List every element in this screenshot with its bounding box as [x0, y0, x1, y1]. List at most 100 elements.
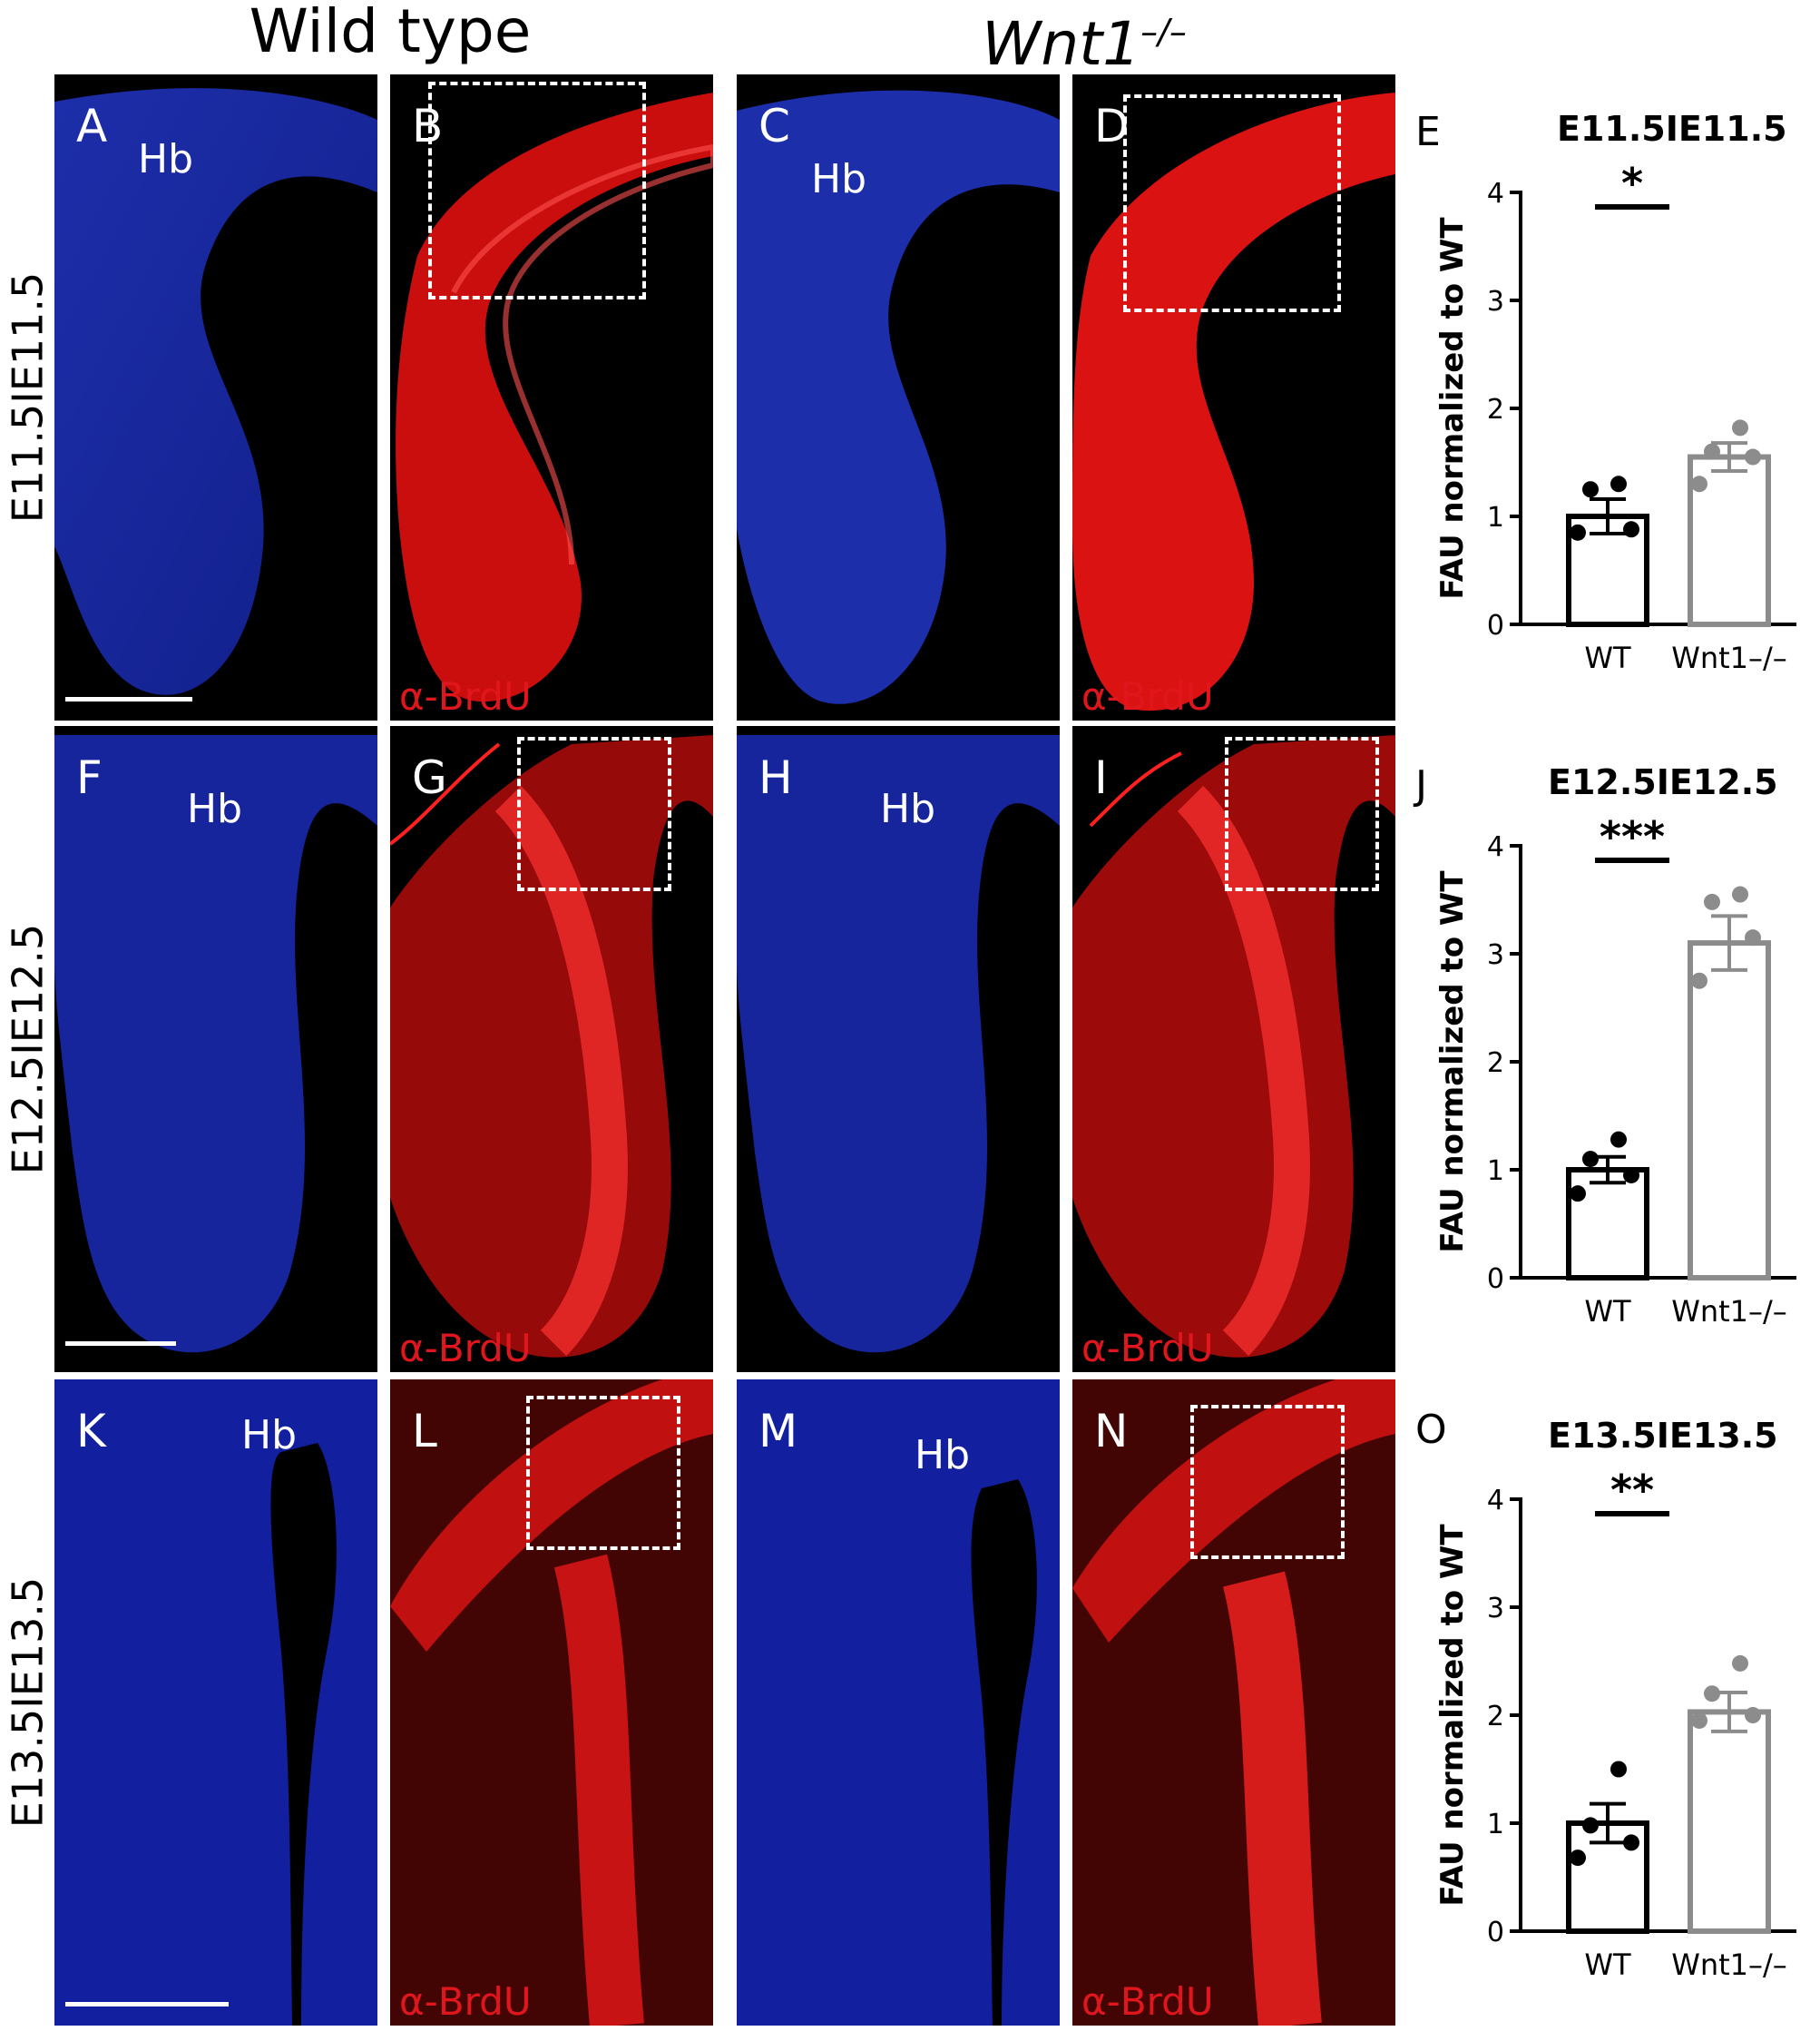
- chart-panel-letter: O: [1415, 1407, 1447, 1453]
- data-point: [1704, 443, 1720, 460]
- panel-letter: G: [412, 751, 447, 804]
- hb-label: Hb: [187, 786, 243, 832]
- data-point: [1582, 1817, 1599, 1834]
- data-point: [1570, 524, 1586, 541]
- data-point: [1691, 476, 1707, 493]
- data-point: [1623, 1166, 1639, 1183]
- tissue-image: [54, 1379, 377, 2026]
- row-label-e13: E13.5IE13.5: [3, 1576, 53, 1829]
- data-point: [1691, 972, 1707, 989]
- panel-letter: F: [76, 751, 103, 804]
- y-tick-label: 1: [1487, 1809, 1504, 1840]
- y-axis-label: FAU normalized to WT: [1434, 870, 1471, 1253]
- chart-j: J E12.5IE12.5 0 1 2 3 4 FAU normalized to WT W…: [1415, 753, 1820, 1352]
- hb-label: Hb: [880, 786, 936, 832]
- data-point: [1623, 1834, 1639, 1851]
- tissue-image: [1072, 93, 1395, 711]
- chart-plot: 0 1 2 3 4 FAU normalized to WT WT Wnt1–/– ***: [1434, 812, 1796, 1329]
- column-title-wild-type: Wild type: [249, 0, 532, 66]
- tissue-image: [54, 735, 377, 1353]
- y-axis-label: FAU normalized to WT: [1434, 1524, 1471, 1907]
- y-tick-label: 3: [1487, 286, 1504, 318]
- panel-letter: I: [1094, 751, 1108, 804]
- tissue-image: [737, 735, 1060, 1353]
- data-point: [1732, 419, 1748, 437]
- data-point: [1582, 1151, 1599, 1168]
- data-point: [1610, 1761, 1627, 1778]
- data-point: [1610, 1131, 1627, 1148]
- stain-label: α-BrdU: [399, 1326, 532, 1370]
- y-tick-label: 4: [1487, 178, 1504, 210]
- tissue-image: [54, 88, 377, 695]
- y-tick-label: 4: [1487, 1485, 1504, 1516]
- chart-title: E11.5IE11.5: [1557, 109, 1787, 149]
- chart-plot: 0 1 2 3 4 FAU normalized to WT WT Wnt1–/– **: [1434, 1466, 1796, 1982]
- data-point: [1745, 929, 1761, 947]
- stain-label: α-BrdU: [399, 1979, 532, 2024]
- inset-box: [1225, 737, 1379, 891]
- data-point: [1570, 1185, 1586, 1202]
- panel-n-brdu-ko-e13: N α-BrdU: [1072, 1379, 1395, 2026]
- data-point: [1704, 1685, 1720, 1702]
- y-tick-label: 3: [1487, 939, 1504, 971]
- hb-label: Hb: [915, 1432, 971, 1478]
- panel-letter: L: [412, 1405, 437, 1457]
- panel-letter: N: [1094, 1405, 1129, 1457]
- panel-f-dapi-wt-e12: F Hb: [54, 726, 377, 1372]
- tissue-image: [737, 1379, 1060, 2026]
- data-point: [1745, 1707, 1761, 1723]
- x-tick-label: WT: [1584, 1294, 1631, 1329]
- y-tick-label: 0: [1487, 610, 1504, 642]
- chart-panel-letter: E: [1415, 109, 1441, 155]
- panel-letter: A: [76, 100, 108, 152]
- x-tick-label: Wnt1–/–: [1671, 641, 1787, 675]
- inset-box: [1190, 1405, 1345, 1559]
- mutant-genotype: –/–: [1140, 12, 1187, 52]
- data-point: [1745, 448, 1761, 466]
- data-point: [1704, 893, 1720, 910]
- x-tick-label: WT: [1584, 641, 1631, 675]
- panel-b-brdu-wt-e11: B α-BrdU: [390, 74, 713, 721]
- tissue-image: [396, 93, 713, 702]
- x-tick-label: WT: [1584, 1948, 1631, 1982]
- bar-wnt1-ko: [1688, 940, 1771, 1280]
- stain-label: α-BrdU: [399, 674, 532, 719]
- hb-label: Hb: [138, 136, 194, 182]
- significance-stars: *: [1621, 159, 1643, 208]
- chart-plot: 0 1 2 3 4 FAU normalized to WT WT Wnt1–/– *: [1434, 159, 1796, 675]
- x-tick-label: Wnt1–/–: [1671, 1948, 1787, 1982]
- inset-box: [428, 82, 646, 299]
- data-point: [1582, 481, 1599, 498]
- data-point: [1610, 476, 1627, 493]
- panel-letter: M: [758, 1405, 798, 1457]
- column-title-wnt1-mutant: Wnt1–/–: [857, 0, 1311, 76]
- y-tick-label: 1: [1487, 502, 1504, 534]
- inset-box: [1123, 94, 1341, 312]
- row-label-e12: E12.5IE12.5: [3, 923, 53, 1175]
- y-axis-label: FAU normalized to WT: [1434, 217, 1471, 600]
- chart-o: O E13.5IE13.5 0 1 2 3 4 FAU normalized to WT W…: [1415, 1407, 1820, 2006]
- panel-l-brdu-wt-e13: L α-BrdU: [390, 1379, 713, 2026]
- scale-bar: [65, 1341, 176, 1346]
- stain-label: α-BrdU: [1081, 1326, 1214, 1370]
- inset-box: [517, 737, 671, 891]
- hb-label: Hb: [811, 156, 867, 202]
- scale-bar: [65, 2002, 229, 2006]
- y-tick-label: 2: [1487, 394, 1504, 426]
- data-point: [1623, 521, 1639, 538]
- significance-stars: ***: [1600, 812, 1665, 861]
- tissue-image: [390, 1379, 713, 2026]
- y-tick-label: 4: [1487, 831, 1504, 863]
- inset-box: [526, 1396, 680, 1550]
- x-tick-label: Wnt1–/–: [1671, 1294, 1787, 1329]
- panel-i-brdu-ko-e12: I α-BrdU: [1072, 726, 1395, 1372]
- panel-letter: K: [76, 1405, 106, 1457]
- y-tick-label: 2: [1487, 1701, 1504, 1732]
- stain-label: α-BrdU: [1081, 1979, 1214, 2024]
- panel-c-dapi-ko-e11: C Hb: [737, 74, 1060, 721]
- chart-title: E12.5IE12.5: [1548, 762, 1778, 802]
- data-point: [1570, 1849, 1586, 1867]
- mutant-gene-name: Wnt1: [982, 9, 1141, 79]
- significance-stars: **: [1610, 1466, 1654, 1515]
- bar-wnt1-ko: [1688, 1709, 1771, 1934]
